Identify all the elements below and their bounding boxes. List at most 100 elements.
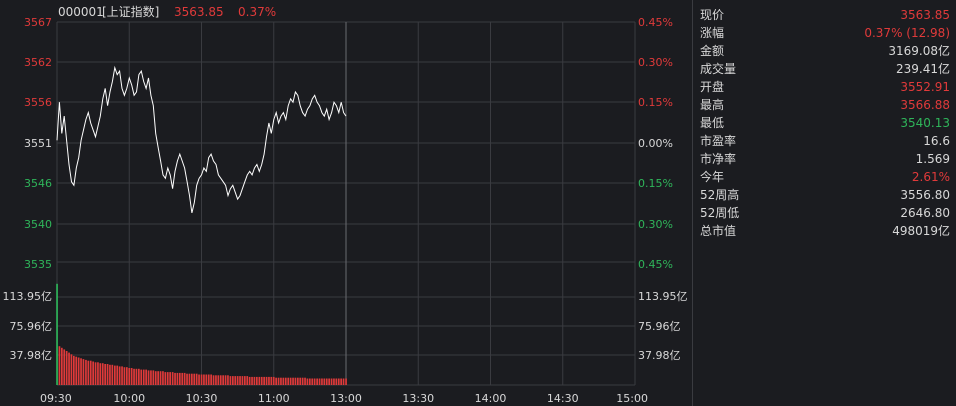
volume-bar xyxy=(280,377,282,385)
volume-bar xyxy=(176,372,179,385)
volume-bar xyxy=(318,378,321,385)
quote-row: 开盘 3552.91 xyxy=(700,78,950,96)
quote-row: 总市值 498019亿 xyxy=(700,222,950,240)
quote-value: 2646.80 xyxy=(900,206,950,220)
volume-bar xyxy=(130,368,133,385)
volume-bar xyxy=(80,358,82,385)
volume-bar xyxy=(65,351,68,385)
volume-bar xyxy=(217,375,220,385)
volume-bar xyxy=(294,377,297,385)
stock-name: [上证指数] xyxy=(102,4,159,19)
quote-label: 最高 xyxy=(700,98,725,112)
quote-value: 3552.91 xyxy=(900,80,950,94)
percent-axis-label: 0.30% xyxy=(638,56,673,69)
volume-bar xyxy=(203,374,205,385)
quote-label: 现价 xyxy=(700,8,725,22)
volume-bar xyxy=(251,376,253,385)
volume-bar xyxy=(258,376,261,385)
quote-label: 市净率 xyxy=(700,152,737,166)
volume-bar xyxy=(239,376,241,385)
volume-bar xyxy=(188,373,191,385)
volume-axis-label: 3535 xyxy=(24,258,52,271)
volume-bar xyxy=(89,360,92,385)
quote-value: 239.41亿 xyxy=(896,62,950,76)
quote-row: 涨幅 0.37% (12.98) xyxy=(700,24,950,42)
volume-bar xyxy=(284,377,287,385)
volume-bar xyxy=(174,372,176,385)
volume-bar xyxy=(301,377,304,385)
volume-bar xyxy=(111,364,114,385)
volume-bar xyxy=(61,347,63,385)
volume-bar xyxy=(275,377,277,385)
quote-value: 16.6 xyxy=(923,134,950,148)
volume-bar xyxy=(340,378,342,385)
volume-bar xyxy=(164,372,167,385)
volume-bar xyxy=(313,378,316,385)
axis-labels: 3567 3562 3556 3551 3546 3540 0.45% 0.30% 0.15% 0… xyxy=(3,16,688,405)
volume-bar xyxy=(222,375,224,385)
panel-divider xyxy=(692,0,693,406)
volume-bar xyxy=(126,367,128,385)
volume-bar xyxy=(195,373,198,385)
volume-bar xyxy=(316,378,318,385)
volume-bar xyxy=(87,360,90,385)
quote-value: 1.569 xyxy=(915,152,950,166)
volume-bar xyxy=(99,363,102,385)
volume-bar xyxy=(256,376,258,385)
volume-bar xyxy=(323,378,326,385)
quote-label: 金额 xyxy=(700,44,725,58)
quote-row: 金额 3169.08亿 xyxy=(700,42,950,60)
quote-value: 3169.08亿 xyxy=(888,44,950,58)
volume-bar xyxy=(265,376,268,385)
volume-bar xyxy=(224,375,227,385)
volume-bar xyxy=(128,368,131,385)
volume-bar xyxy=(229,376,232,385)
volume-bar xyxy=(234,376,237,385)
chart-grid xyxy=(56,21,636,386)
quote-row: 市盈率 16.6 xyxy=(700,132,950,150)
volume-bar xyxy=(133,368,135,385)
volume-bar xyxy=(104,364,106,385)
time-axis-label: 09:30 xyxy=(40,392,72,405)
volume-bar xyxy=(109,364,111,385)
quote-label: 成交量 xyxy=(700,62,737,76)
volume-bar xyxy=(236,376,239,385)
volume-bar xyxy=(253,376,256,385)
volume-bar xyxy=(171,372,174,385)
volume-bar xyxy=(169,372,171,385)
volume-bar xyxy=(191,373,193,385)
volume-bar xyxy=(118,366,121,385)
time-axis-label: 15:00 xyxy=(616,392,648,405)
volume-bar xyxy=(205,374,208,385)
volume-bar xyxy=(246,376,249,385)
time-axis-label: 10:30 xyxy=(186,392,218,405)
volume-bar xyxy=(330,378,333,385)
quote-label: 52周低 xyxy=(700,206,740,220)
price-line xyxy=(56,65,347,214)
volume-bar xyxy=(147,370,150,385)
volume-bar xyxy=(152,370,155,385)
time-axis-label: 11:00 xyxy=(258,392,290,405)
volume-bar xyxy=(210,374,212,385)
price-axis-label: 3562 xyxy=(24,56,52,69)
chart-header: 000001 [上证指数] 3563.85 0.37% xyxy=(58,4,276,19)
volume-bar xyxy=(75,356,78,385)
volume-bar xyxy=(219,375,222,385)
volume-bar xyxy=(85,359,87,385)
intraday-chart[interactable]: 3567 3562 3556 3551 3546 3540 0.45% 0.30% 0.15% 0… xyxy=(0,0,692,406)
volume-bar xyxy=(138,368,140,385)
volume-axis-label-right: 75.96亿 xyxy=(638,320,681,333)
volume-bar xyxy=(227,375,229,385)
time-axis-label: 14:30 xyxy=(547,392,579,405)
price-axis-label: 3546 xyxy=(24,177,52,190)
volume-bar xyxy=(321,378,323,385)
volume-bar xyxy=(212,375,215,385)
volume-bar xyxy=(311,378,314,385)
volume-bar xyxy=(181,372,184,385)
quote-row: 52周低 2646.80 xyxy=(700,204,950,222)
volume-bar xyxy=(94,362,97,385)
volume-bar xyxy=(135,368,138,385)
volume-bar xyxy=(306,378,309,385)
volume-bar xyxy=(82,359,85,385)
volume-bar xyxy=(309,378,311,385)
